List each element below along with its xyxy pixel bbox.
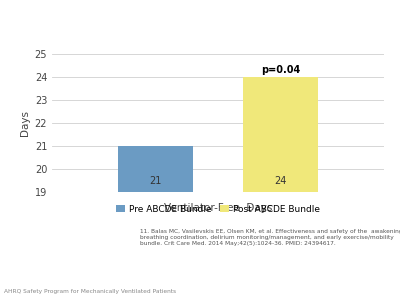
Text: Evidence Behind PAD  11: Evidence Behind PAD 11	[308, 289, 396, 295]
Text: p=0.04: p=0.04	[261, 65, 300, 75]
Text: 21: 21	[150, 176, 162, 186]
Text: 24: 24	[274, 176, 286, 186]
Text: Efficacy and Safety: Ventilator-Free Days¹¹: Efficacy and Safety: Ventilator-Free Day…	[33, 13, 367, 26]
Legend: Pre ABCDE Bundle, Post ABCDE Bundle: Pre ABCDE Bundle, Post ABCDE Bundle	[112, 201, 324, 217]
Bar	[243, 77, 318, 300]
Text: Ventilator-Free  Days: Ventilator-Free Days	[164, 203, 272, 213]
Bar	[118, 146, 193, 300]
Y-axis label: Days: Days	[20, 110, 30, 136]
Text: AHRQ Safety Program for Mechanically Ventilated Patients: AHRQ Safety Program for Mechanically Ven…	[4, 289, 176, 294]
Text: 11. Balas MC, Vasilevskis EE, Olsen KM, et al. Effectiveness and safety of the  : 11. Balas MC, Vasilevskis EE, Olsen KM, …	[140, 230, 400, 246]
